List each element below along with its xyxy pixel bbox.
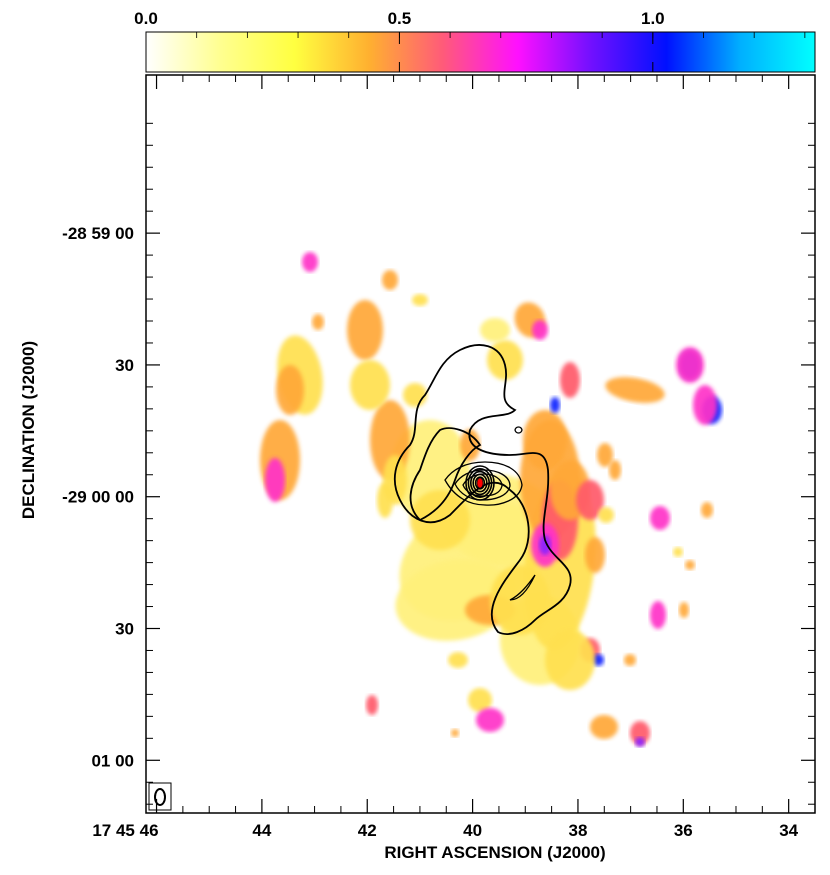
y-tick: -28 59 00 xyxy=(62,224,815,243)
emission-patch xyxy=(585,537,605,573)
core-contour xyxy=(469,470,490,496)
emission-patch xyxy=(487,340,523,380)
core-contour xyxy=(465,465,495,501)
emission-patch xyxy=(350,360,390,410)
x-tick-label: 40 xyxy=(463,821,482,840)
emission-patch xyxy=(377,482,393,518)
x-tick-label: 17 45 46 xyxy=(92,821,158,840)
colorbar-ticks: 0.0 0.5 1.0 xyxy=(134,9,806,72)
y-tick: 30 xyxy=(115,356,815,375)
contour-line xyxy=(393,344,572,635)
x-tick: 36 xyxy=(674,75,693,840)
beam-box xyxy=(148,782,172,811)
colorbar-tick-label: 1.0 xyxy=(641,9,665,28)
emission-patch xyxy=(468,688,492,712)
emission-patch xyxy=(590,715,618,739)
beam-ellipse xyxy=(154,788,166,806)
emission-patch xyxy=(576,480,604,520)
colorbar: 0.0 0.5 1.0 xyxy=(134,9,816,73)
emission-patch xyxy=(685,560,695,570)
emission-patch xyxy=(624,654,636,666)
emission-patch xyxy=(448,652,468,668)
y-tick-label: -28 59 00 xyxy=(62,224,134,243)
x-tick-label: 42 xyxy=(358,821,377,840)
emission-patch xyxy=(302,252,318,272)
emission-patch xyxy=(276,365,304,415)
colorbar-tick-label: 0.0 xyxy=(134,9,158,28)
emission-patch xyxy=(635,737,645,747)
emission-patch xyxy=(650,601,666,629)
emission-patch xyxy=(598,507,614,523)
map-frame xyxy=(145,74,816,814)
emission-patch xyxy=(550,397,560,413)
emission-patch xyxy=(605,377,665,403)
y-tick: 01 00 xyxy=(91,751,815,770)
x-tick-label: 36 xyxy=(674,821,693,840)
contour-line xyxy=(514,426,523,434)
contour-line xyxy=(509,574,536,601)
emission-patch xyxy=(560,362,580,398)
x-tick: 40 xyxy=(463,75,482,840)
core-contour xyxy=(472,473,488,493)
emission-patch xyxy=(597,443,613,467)
map-panel: 17 45 46 44 42 40 38 36 34 -28 59 00 30 -29 00 00… xyxy=(62,74,816,840)
emission-patch xyxy=(412,294,428,306)
polarized-emission-patches xyxy=(260,252,722,747)
emission-patch xyxy=(609,460,621,480)
emission-patch xyxy=(480,318,510,342)
emission-patch xyxy=(630,721,650,745)
y-tick-label: 01 00 xyxy=(91,751,134,770)
emission-patch xyxy=(693,385,717,425)
x-tick: 38 xyxy=(568,75,587,840)
emission-patch xyxy=(701,502,713,518)
emission-patch xyxy=(523,410,567,470)
emission-patch xyxy=(650,506,670,530)
emission-patch xyxy=(539,535,551,555)
x-tick: 42 xyxy=(358,75,377,840)
emission-patch xyxy=(532,320,548,340)
emission-patch xyxy=(679,602,689,618)
contour-line xyxy=(444,461,523,506)
emission-patch xyxy=(545,630,595,690)
emission-patch xyxy=(312,314,324,330)
y-tick-label: 30 xyxy=(115,620,134,639)
emission-patch xyxy=(265,458,285,502)
peak-marker xyxy=(476,477,484,489)
y-tick: -29 00 00 xyxy=(62,488,815,507)
core-contour xyxy=(467,467,493,498)
axis-ticks: 17 45 46 44 42 40 38 36 34 -28 59 00 30 -29 00 00… xyxy=(62,75,815,840)
contour-line xyxy=(409,427,482,522)
colorbar-tick-label: 0.5 xyxy=(388,9,412,28)
y-tick-label: -29 00 00 xyxy=(62,488,134,507)
emission-patch xyxy=(490,565,550,635)
emission-patch xyxy=(366,695,378,715)
emission-patch xyxy=(451,729,459,737)
colorbar-gradient xyxy=(145,31,816,73)
core-contour xyxy=(474,476,486,490)
emission-patch xyxy=(347,300,383,360)
beam-frame xyxy=(148,782,172,811)
colorbar-tick: 0.0 xyxy=(134,9,158,72)
y-tick: 30 xyxy=(115,620,815,639)
x-tick: 44 xyxy=(252,75,272,840)
emission-patch xyxy=(476,708,504,732)
emission-patch xyxy=(460,429,480,461)
y-axis-label: DECLINATION (J2000) xyxy=(19,341,38,519)
emission-patch xyxy=(592,654,604,666)
intensity-contours xyxy=(393,344,572,635)
y-tick-label: 30 xyxy=(115,356,134,375)
x-tick-label: 44 xyxy=(252,821,271,840)
emission-patch xyxy=(403,383,427,407)
emission-patch xyxy=(673,547,683,557)
x-tick-label: 34 xyxy=(779,821,798,840)
x-axis-label: RIGHT ASCENSION (J2000) xyxy=(384,843,605,862)
emission-patch xyxy=(676,347,704,383)
emission-patch xyxy=(382,270,398,290)
x-tick-label: 38 xyxy=(568,821,587,840)
x-tick: 34 xyxy=(779,75,799,840)
